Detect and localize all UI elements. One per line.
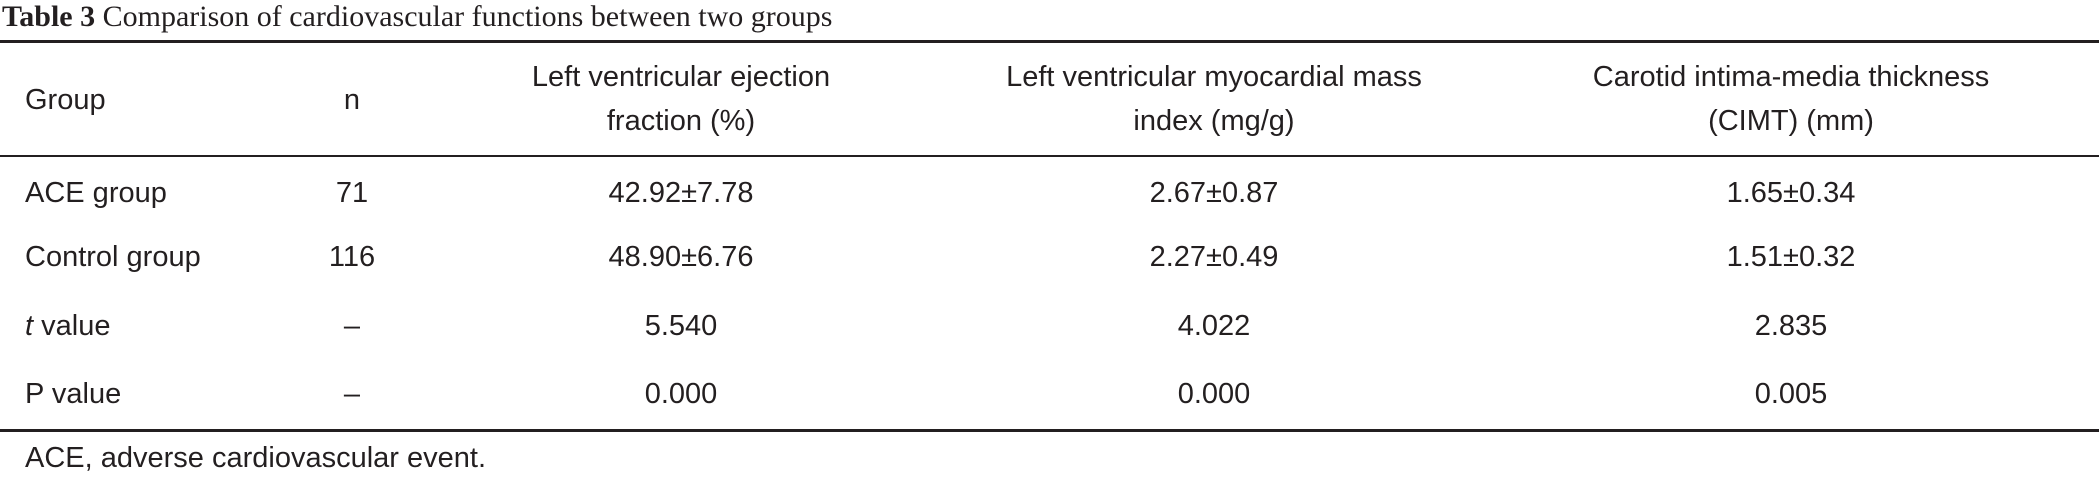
table-row: ACE group 71 42.92±7.78 2.67±0.87 1.65±0… — [0, 155, 2099, 224]
cell-n: 71 — [335, 176, 369, 209]
table-footnote: ACE, adverse cardiovascular event. — [25, 442, 486, 474]
row-label: P value — [25, 378, 122, 411]
cell-lvmi: 2.27±0.49 — [1149, 241, 1279, 274]
cell-lvef: 0.000 — [644, 378, 718, 411]
table-row: P value – 0.000 0.000 0.005 — [0, 361, 2099, 430]
table-row: Control group 116 48.90±6.76 2.27±0.49 1… — [0, 224, 2099, 293]
cell-cimt: 1.51±0.32 — [1726, 241, 1856, 274]
header-rule — [0, 155, 2099, 157]
col-header-n: n — [343, 83, 361, 116]
cell-n: 116 — [328, 241, 376, 274]
cell-n: – — [343, 378, 361, 411]
cell-lvef: 48.90±6.76 — [608, 241, 754, 274]
comparison-table: Group n Left ventricular ejection fracti… — [0, 43, 2099, 429]
bottom-rule — [0, 429, 2099, 432]
row-label: t value — [25, 309, 111, 342]
cell-lvef: 42.92±7.78 — [608, 176, 754, 209]
row-label: Control group — [25, 241, 201, 274]
table-row: t value – 5.540 4.022 2.835 — [0, 292, 2099, 361]
cell-lvmi: 0.000 — [1177, 378, 1251, 411]
table-caption-label: Table 3 — [2, 0, 96, 33]
cell-lvmi: 4.022 — [1177, 309, 1251, 342]
col-header-group: Group — [25, 83, 106, 116]
table-caption-text: Comparison of cardiovascular functions b… — [102, 0, 833, 33]
cell-cimt: 2.835 — [1754, 309, 1828, 342]
cell-lvef: 5.540 — [644, 309, 718, 342]
col-header-cimt: Carotid intima-media thickness (CIMT) (m… — [1592, 61, 1990, 137]
col-header-lvmi: Left ventricular myocardial mass index (… — [1006, 61, 1422, 137]
row-label: ACE group — [25, 176, 167, 209]
cell-lvmi: 2.67±0.87 — [1149, 176, 1279, 209]
top-rule — [0, 40, 2099, 43]
table-caption: Table 3 Comparison of cardiovascular fun… — [2, 0, 832, 34]
cell-cimt: 0.005 — [1754, 378, 1828, 411]
table-header-row: Group n Left ventricular ejection fracti… — [0, 43, 2099, 155]
cell-n: – — [343, 309, 361, 342]
cell-cimt: 1.65±0.34 — [1726, 176, 1856, 209]
col-header-lvef: Left ventricular ejection fraction (%) — [531, 61, 831, 137]
